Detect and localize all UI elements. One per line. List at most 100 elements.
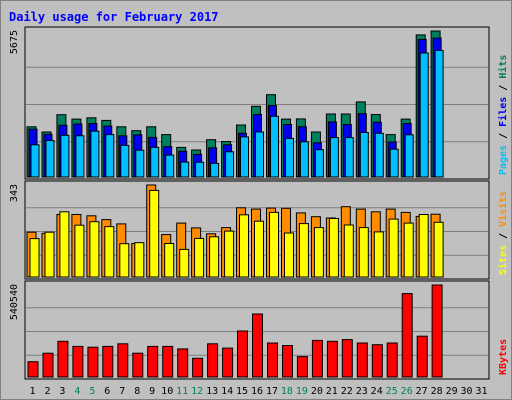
bar-pages-day-2: [45, 140, 55, 178]
bar-sites-day-13: [209, 236, 220, 278]
bar-sites-day-14: [224, 230, 235, 278]
bar-pages-day-23: [359, 132, 369, 178]
x-tick-label-day-14: 14: [221, 386, 233, 397]
bar-sites-day-1: [29, 238, 40, 278]
bar-pages-day-27: [419, 52, 429, 178]
series-kbytes: [27, 284, 443, 378]
bar-sites-day-7: [119, 243, 130, 278]
legend-hits: Hits: [497, 55, 509, 79]
bar-sites-day-27: [418, 214, 429, 278]
bar-kbytes-day-3: [57, 340, 69, 378]
bar-kbytes-day-21: [326, 340, 338, 378]
x-tick-label-day-23: 23: [356, 386, 368, 397]
bar-pages-day-9: [150, 146, 160, 178]
bar-sites-day-19: [298, 223, 309, 278]
panel-requests-legend: Pages / Files / Hits: [497, 55, 509, 175]
bar-pages-day-19: [299, 141, 309, 178]
x-tick-label-day-5: 5: [89, 386, 95, 397]
chart-title: Daily usage for February 2017: [9, 10, 219, 24]
panel-bandwidth-max-label: 540540: [9, 284, 20, 320]
bar-kbytes-day-28: [431, 284, 443, 378]
panel-bandwidth: 540540 KBytes: [9, 280, 509, 380]
x-tick-label-day-28: 28: [431, 386, 443, 397]
x-tick-label-day-31: 31: [475, 386, 487, 397]
bar-sites-day-10: [164, 243, 175, 278]
bar-kbytes-day-26: [401, 293, 413, 378]
bar-sites-day-6: [104, 226, 115, 278]
bar-kbytes-day-11: [177, 348, 189, 378]
bar-kbytes-day-5: [87, 346, 99, 378]
bar-pages-day-24: [374, 132, 384, 178]
bar-sites-day-23: [358, 227, 369, 278]
bar-kbytes-day-10: [162, 345, 174, 378]
bar-pages-day-7: [120, 144, 130, 178]
x-tick-label-day-7: 7: [119, 386, 125, 397]
bar-pages-day-14: [225, 151, 235, 178]
bar-pages-day-15: [240, 136, 249, 178]
x-tick-label-day-12: 12: [191, 386, 203, 397]
bar-sites-day-2: [44, 231, 55, 278]
chart-panels: 5675 Pages / Files / Hits 343 Sites / Visit…: [9, 26, 509, 380]
x-tick-label-day-1: 1: [29, 386, 35, 397]
panel-requests-max-label: 5675: [9, 30, 20, 54]
bar-sites-day-26: [403, 222, 414, 278]
bar-pages-day-11: [180, 161, 190, 178]
bar-kbytes-day-24: [371, 344, 383, 378]
x-tick-label-day-22: 22: [341, 386, 353, 397]
bar-kbytes-day-22: [341, 339, 353, 378]
bar-pages-day-6: [105, 134, 115, 178]
bar-pages-day-18: [285, 137, 294, 178]
bar-pages-day-13: [210, 162, 220, 178]
bar-sites-day-16: [254, 220, 264, 278]
x-axis-day-labels: 1 2 3 4 5 6 7 8 9 10 11 12 13 14 15 16 17 18 19 20 21 22 23 24 2…: [29, 386, 487, 397]
x-tick-label-day-15: 15: [236, 386, 248, 397]
legend-separator: /: [498, 227, 509, 245]
x-tick-label-day-11: 11: [176, 386, 188, 397]
x-tick-label-day-8: 8: [134, 386, 140, 397]
legend-pages: Pages: [498, 145, 509, 175]
bar-sites-day-8: [134, 242, 145, 278]
x-tick-label-day-29: 29: [446, 386, 458, 397]
x-tick-label-day-24: 24: [371, 386, 383, 397]
bar-sites-day-25: [388, 218, 399, 278]
series-pages: [30, 49, 444, 178]
bar-kbytes-day-1: [27, 361, 39, 378]
bar-sites-day-17: [269, 211, 279, 278]
bar-sites-day-28: [433, 221, 444, 278]
bar-sites-day-5: [89, 221, 100, 278]
bar-kbytes-day-19: [296, 356, 308, 378]
bar-sites-day-15: [239, 214, 249, 278]
x-tick-label-day-16: 16: [251, 386, 263, 397]
legend-sites: Sites: [497, 245, 509, 275]
bar-kbytes-day-18: [282, 345, 293, 378]
series-sites: [29, 189, 444, 278]
panel-visitors-max-label: 343: [9, 184, 20, 202]
legend-separator: /: [498, 127, 509, 145]
panel-visitors-legend: Sites / Visits: [497, 191, 509, 275]
panel-bandwidth-legend: KBytes: [498, 339, 509, 375]
bar-kbytes-day-13: [207, 343, 219, 378]
bar-kbytes-day-27: [416, 335, 428, 378]
bar-pages-day-28: [434, 49, 444, 178]
bar-sites-day-3: [59, 211, 70, 278]
legend-separator: /: [498, 79, 509, 97]
bar-kbytes-day-9: [147, 345, 159, 378]
bar-pages-day-10: [165, 154, 175, 178]
x-tick-label-day-18: 18: [281, 386, 293, 397]
bar-sites-day-12: [194, 237, 205, 278]
bar-sites-day-18: [284, 232, 294, 278]
bar-pages-day-25: [389, 148, 399, 178]
bar-pages-day-1: [30, 144, 40, 178]
bar-pages-day-22: [344, 137, 354, 178]
x-tick-label-day-9: 9: [149, 386, 155, 397]
x-tick-label-day-30: 30: [460, 386, 472, 397]
bar-pages-day-4: [75, 135, 85, 178]
bar-sites-day-20: [313, 227, 324, 278]
bar-sites-day-21: [328, 218, 339, 278]
x-tick-label-day-2: 2: [44, 386, 50, 397]
x-tick-label-day-25: 25: [386, 386, 398, 397]
bar-kbytes-day-16: [252, 313, 263, 378]
x-tick-label-day-13: 13: [206, 386, 218, 397]
